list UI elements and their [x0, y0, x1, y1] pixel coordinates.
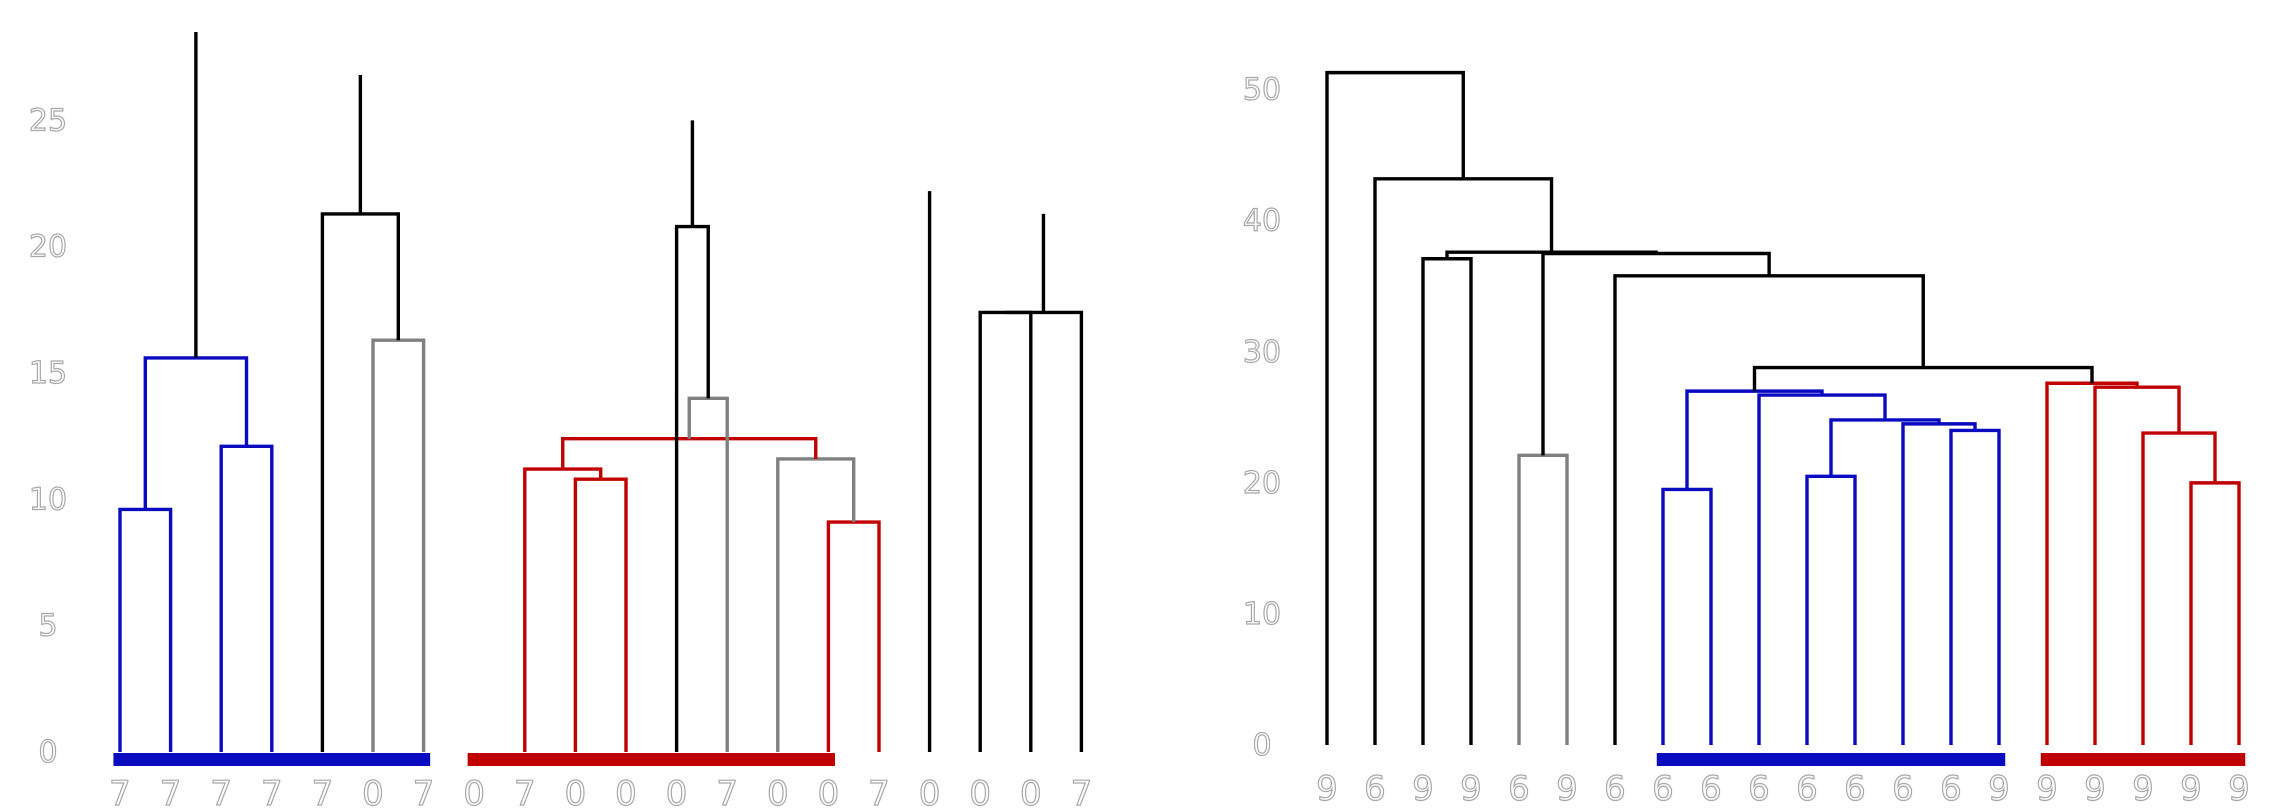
y-tick-label: 15: [29, 356, 67, 391]
dendrogram-link: [1949, 428, 2001, 745]
leaf-label: 9: [2132, 769, 2154, 809]
dendrogram-link: [371, 338, 426, 752]
leaf-label: 6: [1892, 769, 1914, 809]
dendrogram-link: [1685, 389, 1824, 490]
leaf-label: 9: [1316, 769, 1338, 809]
leaf-label: 9: [2036, 769, 2058, 809]
leaf-label: 0: [463, 774, 485, 809]
leaf-label: 7: [413, 774, 435, 809]
dendrogram-link: [1445, 250, 1658, 259]
dendrogram-link: [674, 224, 710, 752]
y-tick-label: 5: [38, 609, 57, 644]
leaf-label: 0: [969, 774, 991, 809]
dendrogram-link: [1541, 251, 1771, 456]
dendrogram-link: [561, 437, 818, 470]
dendrogram-link: [2093, 385, 2181, 745]
dendrogram-link: [1757, 393, 1887, 745]
dendrogram-link: [1805, 474, 1857, 745]
cluster-bar: [113, 753, 431, 766]
y-tick-label: 10: [1243, 597, 1281, 632]
leaf-label: 6: [1796, 769, 1818, 809]
y-tick-label: 0: [38, 735, 57, 770]
leaf-label: 0: [767, 774, 789, 809]
leaf-label: 0: [1020, 774, 1042, 809]
y-tick-label: 25: [29, 103, 67, 138]
cluster-bar: [1656, 753, 2006, 766]
dendrogram-link: [1373, 177, 1554, 745]
dendrogram-link: [1421, 257, 1473, 745]
dendrogram-link: [1829, 418, 1941, 477]
leaf-label: 6: [1844, 769, 1866, 809]
dendrogram-link: [118, 507, 173, 752]
dendrogram-link: [687, 396, 729, 752]
dendrogram-link: [219, 444, 274, 752]
dendrogram-link: [573, 477, 628, 752]
dendrogram-link: [2045, 381, 2139, 745]
dendrogram-link: [2141, 431, 2217, 745]
dendrogram-link: [1901, 422, 1977, 745]
dendrogram-link: [320, 212, 400, 752]
y-tick-label: 20: [1243, 466, 1281, 501]
dendrogram-link: [1005, 310, 1084, 752]
leaf-label: 6: [1508, 769, 1530, 809]
leaf-label: 9: [2228, 769, 2250, 809]
dendrogram-link: [2189, 481, 2241, 745]
dendrogram-link: [1661, 487, 1713, 745]
leaf-label: 6: [1940, 769, 1962, 809]
leaf-label: 7: [514, 774, 536, 809]
dendrogram-link: [1752, 365, 2094, 392]
dendrogram-link: [1517, 453, 1569, 745]
dendrogram-link: [523, 467, 603, 752]
leaf-label: 6: [1700, 769, 1722, 809]
leaf-label: 7: [868, 774, 890, 809]
leaf-label: 7: [109, 774, 131, 809]
cluster-bar: [2040, 753, 2246, 766]
y-tick-label: 50: [1243, 73, 1281, 108]
dendrogram-link: [143, 356, 249, 510]
y-tick-label: 10: [29, 482, 67, 517]
dendrogram-link: [776, 457, 856, 752]
dendrogram-link: [1613, 274, 1925, 745]
leaf-label: 6: [1652, 769, 1674, 809]
cluster-bar: [467, 753, 835, 766]
leaf-label: 9: [2180, 769, 2202, 809]
leaf-label: 9: [1556, 769, 1578, 809]
leaf-label: 7: [312, 774, 334, 809]
leaf-label: 0: [818, 774, 840, 809]
leaf-label: 0: [919, 774, 941, 809]
leaf-label: 9: [1460, 769, 1482, 809]
leaf-label: 7: [210, 774, 232, 809]
leaf-label: 7: [261, 774, 283, 809]
leaf-label: 7: [1071, 774, 1093, 809]
leaf-label: 0: [666, 774, 688, 809]
leaf-label: 0: [615, 774, 637, 809]
dendrogram-link: [826, 520, 881, 752]
leaf-label: 0: [362, 774, 384, 809]
dendrogram-link: [978, 310, 1033, 752]
y-tick-label: 20: [29, 230, 67, 265]
leaf-label: 7: [160, 774, 182, 809]
leaf-label: 9: [1412, 769, 1434, 809]
leaf-label: 6: [1748, 769, 1770, 809]
leaf-label: 6: [1604, 769, 1626, 809]
leaf-label: 9: [1988, 769, 2010, 809]
dendrogram-link: [1325, 70, 1465, 745]
leaf-label: 9: [2084, 769, 2106, 809]
y-tick-label: 30: [1243, 335, 1281, 370]
y-tick-label: 0: [1252, 728, 1271, 763]
leaf-label: 7: [716, 774, 738, 809]
leaf-label: 0: [565, 774, 587, 809]
y-tick-label: 40: [1243, 204, 1281, 239]
leaf-label: 6: [1364, 769, 1386, 809]
